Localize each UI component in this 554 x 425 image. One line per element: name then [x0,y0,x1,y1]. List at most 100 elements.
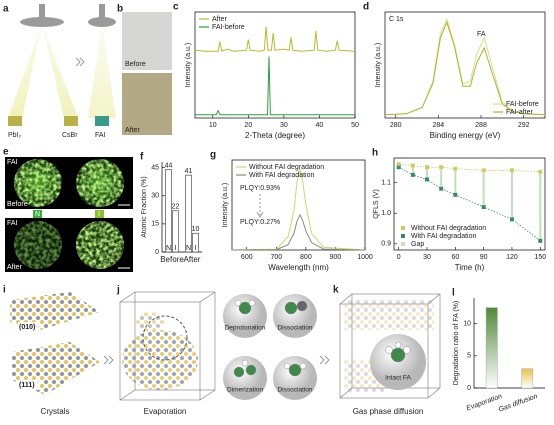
substrate-holder [20,17,64,27]
x-axis-label: Wavelength (nm) [268,263,329,272]
x-axis-label: Binding energy (eV) [430,131,501,140]
marker [396,165,401,170]
y-tick-label: 1.1 [381,179,391,186]
legend-swatch [401,234,405,238]
map-texture [14,159,62,207]
plot-frame [384,11,546,119]
source [64,116,78,126]
bar [485,307,498,389]
x-tick-label: 40 [316,122,324,129]
map-texture [76,159,124,207]
x-tick-label: 280 [390,122,402,129]
series-line [398,166,541,242]
series-label: I [174,245,176,252]
panel-i: i (010) (111) Crystals [3,285,114,416]
facet-label: (010) [19,324,35,331]
map-tag: FAI [7,159,18,166]
source [8,116,22,126]
marker [509,168,514,173]
atom [245,364,257,376]
panel-label: a [3,4,9,15]
value-label: 44 [165,162,173,169]
series-label: I [194,245,196,252]
atom [385,346,393,354]
x-tick-label: 292 [518,122,530,129]
y-tick-label: 1.0 [381,210,391,217]
box-edge [119,291,216,401]
marker [425,165,430,170]
legend-label: FAI-after [506,109,534,116]
arrow [319,355,325,365]
y-axis-label: QFLS (V) [373,189,380,219]
bar [521,368,534,389]
arrow [108,355,114,365]
panel-label: h [372,148,378,159]
photo [122,12,172,70]
series-label: N [166,245,171,252]
y-axis-label: Intensity (a.u.) [375,43,382,87]
value-label: 22 [172,204,180,211]
y-tick-label: 0 [467,385,471,392]
x-tick-label: 20 [244,122,252,129]
x-tick-label: 288 [475,122,487,129]
channel-label: N [35,211,40,218]
arrow [79,57,85,67]
holder-stem [39,4,45,20]
vapor-spread [344,300,434,330]
legend-label: Without FAI degradation [249,164,324,171]
annotation: FA [477,31,486,38]
vapor-beam [8,24,42,118]
series-line [194,26,356,52]
x-tick-label: Gas diffusion [498,393,539,414]
legend-label: Gap [411,241,424,248]
x-tick-label: After [184,255,201,264]
x-tick-label: Before [160,255,184,264]
source-label: PbI₂ [8,132,22,139]
series-line [231,213,366,251]
marker [425,177,430,182]
process-label: Deprotonation [225,325,266,332]
vapor-beam [88,24,116,118]
x-tick-label: 700 [270,254,282,261]
source-label: CsBr [62,132,78,139]
annotation: PLQY:0.27% [240,219,280,226]
panel-label: k [333,285,339,296]
marker [538,169,543,174]
map-tag: FAI [7,220,18,227]
legend-label: With FAI degradation [411,233,476,240]
x-tick-label: 150 [534,254,546,261]
channel-tag [95,210,104,218]
x-tick-label: 0 [397,254,401,261]
x-tick-label: Evaporation [466,393,504,412]
molecules [233,299,308,378]
y-tick-label: 5 [467,353,471,360]
x-tick-label: 900 [330,254,342,261]
map-state: After [7,264,22,271]
facet-label: (111) [19,382,35,389]
photo-label: Before [125,61,146,68]
channel-label: I [98,211,100,218]
marker [453,192,458,197]
legend-swatch [401,242,405,246]
x-axis-label: 2-Theta (degree) [245,131,305,140]
molecule [385,341,411,363]
chart-title: C 1s [389,16,404,23]
panel-label: i [3,285,6,296]
arrow [103,355,109,365]
y-axis-label: Atomic Fraction (%) [141,176,148,237]
panel-label: e [3,147,9,158]
y-axis-label: Degradation ratio of FA (%) [453,301,460,385]
series-line [398,163,541,173]
x-axis-label: Time (h) [455,263,485,272]
legend-label: FAI-before [212,24,245,31]
series-line [231,168,366,251]
process-label: Dimerization [227,387,264,394]
photo [122,73,172,135]
panel-e: e FAI Before FAI After N I [3,147,133,272]
marker [481,168,486,173]
bar [172,210,179,253]
value-label: 10 [192,226,200,233]
x-tick-label: 120 [506,254,518,261]
legend-label: Without FAI degradation [411,225,486,232]
